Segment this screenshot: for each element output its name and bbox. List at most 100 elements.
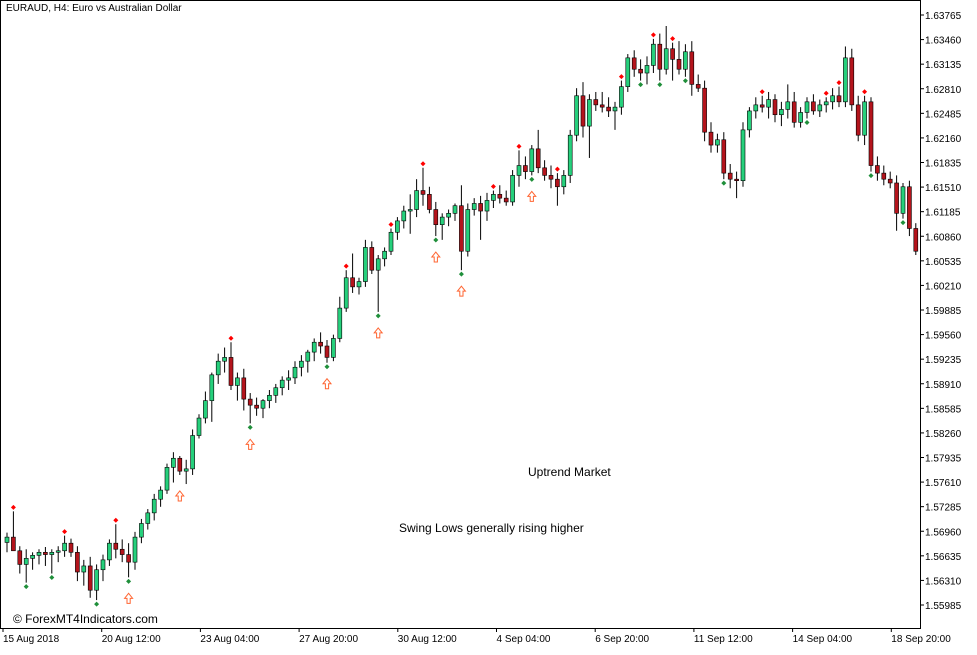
candle — [452, 203, 458, 221]
time-tick-label: 15 Aug 2018 — [3, 634, 60, 645]
price-tick-label: 1.56635 — [925, 552, 962, 563]
candle — [177, 455, 183, 475]
time-tick-label: 11 Sep 12:00 — [694, 634, 753, 645]
candle-body-bull — [292, 366, 298, 379]
candle — [241, 368, 247, 411]
trend-label: Uptrend Market — [528, 465, 611, 479]
candle-body-bull — [817, 104, 823, 112]
candle — [382, 247, 387, 267]
candle — [907, 180, 912, 237]
price-tick-label: 1.58260 — [925, 429, 962, 440]
candle — [407, 194, 413, 234]
candle — [36, 549, 42, 565]
candle — [305, 349, 311, 373]
price-tick-label: 1.63135 — [925, 60, 962, 71]
price-tick-label: 1.57935 — [925, 454, 962, 465]
swing-low-marker — [458, 271, 464, 277]
candle-body-bull — [273, 387, 279, 396]
candle-body-bull — [900, 186, 906, 214]
up-arrow-icon — [526, 190, 537, 202]
candle-body-bull — [465, 209, 471, 252]
candle — [823, 97, 829, 113]
candle — [203, 391, 208, 424]
candle-body-bear — [228, 357, 234, 386]
candle-body-bull — [414, 190, 419, 210]
candle-body-bull — [452, 205, 458, 214]
candle — [113, 524, 119, 559]
symbol-title: EURAUD, H4: Euro vs Australian Dollar — [6, 3, 182, 14]
candle — [606, 97, 611, 117]
candle — [81, 559, 87, 586]
candle — [542, 160, 547, 181]
candle — [465, 203, 471, 257]
swing-high-marker — [490, 184, 496, 190]
candle — [94, 564, 99, 601]
candle-body-bull — [107, 542, 112, 561]
candle-body-bear — [113, 542, 119, 550]
swing-high-marker — [759, 89, 765, 95]
up-arrow-icon — [430, 251, 441, 263]
price-tick-label: 1.61185 — [925, 208, 961, 219]
candle-body-bull — [81, 565, 87, 573]
candle — [4, 532, 10, 553]
candle-body-bull — [491, 194, 496, 201]
candle-body-bull — [209, 374, 215, 401]
candle-body-bear — [887, 178, 893, 184]
candle-body-bull — [395, 220, 400, 233]
candle — [561, 170, 567, 195]
candle — [459, 185, 464, 271]
candle — [510, 170, 515, 206]
candle-body-bull — [484, 200, 490, 212]
candle-body-bull — [36, 551, 42, 556]
candle-body-bull — [267, 395, 272, 401]
candle-body-bear — [555, 178, 560, 188]
candle-body-bear — [759, 104, 765, 108]
candle — [638, 59, 643, 81]
candle-body-bear — [676, 59, 682, 70]
candle — [887, 171, 893, 189]
candle-body-bull — [4, 536, 10, 543]
up-arrow-icon — [373, 327, 384, 339]
candle-body-bull — [753, 104, 759, 112]
candle-body-bear — [657, 43, 663, 70]
candle-body-bear — [881, 172, 887, 180]
time-tick-label: 20 Aug 12:00 — [102, 634, 161, 645]
candle — [375, 255, 381, 312]
candle-body-bull — [401, 210, 407, 222]
swing-high-marker — [228, 335, 234, 341]
candle-body-bull — [183, 468, 189, 472]
candle-body-bull — [766, 99, 771, 108]
candle-body-bear — [772, 99, 778, 116]
swing-high-marker — [388, 221, 394, 227]
candle-body-bull — [94, 569, 99, 591]
candle-body-bear — [580, 95, 586, 127]
candle-body-bear — [695, 84, 701, 89]
price-tick-label: 1.61835 — [925, 159, 962, 170]
candles-layer — [4, 25, 919, 601]
candle-body-bull — [619, 86, 624, 108]
candle-body-bear — [523, 165, 528, 172]
price-tick-label: 1.59885 — [925, 306, 962, 317]
candle-body-bull — [151, 498, 157, 514]
candle — [734, 171, 739, 199]
candle — [843, 46, 848, 108]
candle — [830, 88, 835, 110]
candle-body-bear — [593, 99, 599, 106]
time-tick-label: 18 Sep 20:00 — [891, 634, 951, 645]
candle — [427, 186, 432, 214]
candle-body-bull — [196, 417, 202, 436]
candle-body-bear — [247, 398, 253, 406]
candle-body-bear — [849, 57, 855, 106]
candle — [222, 347, 227, 373]
candle — [811, 94, 816, 115]
swing-high-marker — [618, 74, 624, 80]
up-arrow-icon — [456, 285, 467, 297]
candle-body-bull — [203, 400, 208, 419]
candle-body-bear — [318, 341, 323, 347]
watermark: © ForexMT4Indicators.com — [13, 612, 158, 626]
price-tick-label: 1.59235 — [925, 355, 962, 366]
candle — [612, 101, 618, 130]
candle — [139, 518, 144, 544]
